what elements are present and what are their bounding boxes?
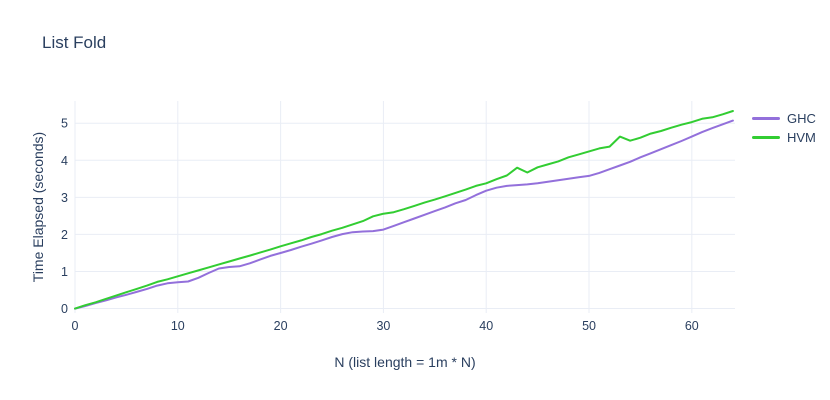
x-tick-label: 50 <box>582 319 596 333</box>
hvm-series-line[interactable] <box>74 110 734 310</box>
y-tick-label: 5 <box>61 117 68 131</box>
x-tick-label: 60 <box>685 319 699 333</box>
x-tick-label: 10 <box>171 319 185 333</box>
y-tick-label: 0 <box>61 302 68 316</box>
y-tick-label: 2 <box>61 228 68 242</box>
legend: GHC HVM <box>752 109 816 147</box>
y-tick-label: 4 <box>61 154 68 168</box>
legend-item-ghc[interactable]: GHC <box>752 109 816 128</box>
legend-item-hvm[interactable]: HVM <box>752 128 816 147</box>
y-axis-title: Time Elapsed (seconds) <box>30 131 46 283</box>
x-axis-title: N (list length = 1m * N) <box>334 354 476 370</box>
x-tick-label: 40 <box>479 319 493 333</box>
chart-title: List Fold <box>42 33 107 52</box>
ghc-series-line[interactable] <box>74 119 734 310</box>
x-tick-label: 0 <box>72 319 79 333</box>
ghc-line-swatch <box>752 117 780 120</box>
x-tick-label: 30 <box>376 319 390 333</box>
y-tick-label: 3 <box>61 191 68 205</box>
legend-label-ghc: GHC <box>787 111 816 126</box>
x-tick-label: 20 <box>274 319 288 333</box>
y-tick-label: 1 <box>61 265 68 279</box>
legend-label-hvm: HVM <box>787 130 816 145</box>
hvm-line-swatch <box>752 136 780 139</box>
